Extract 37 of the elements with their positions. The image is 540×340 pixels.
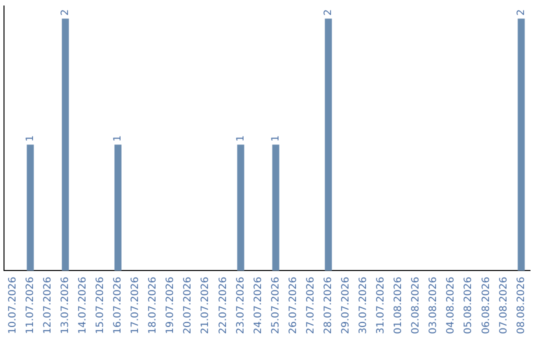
- data-label: 2: [60, 9, 71, 16]
- x-tick-label: 27.07.2026: [305, 276, 316, 334]
- x-tick-label: 23.07.2026: [235, 276, 246, 334]
- x-tick-label: 22.07.2026: [218, 276, 229, 334]
- data-label: 2: [516, 9, 527, 16]
- x-tick-label: 04.08.2026: [446, 276, 457, 334]
- x-tick-label: 06.08.2026: [480, 276, 492, 334]
- x-tick-label: 25.07.2026: [270, 276, 282, 334]
- data-label: 1: [24, 135, 36, 142]
- x-tick-label: 30.07.2026: [358, 276, 370, 334]
- x-tick-label: 02.08.2026: [410, 276, 422, 334]
- x-tick-label: 01.08.2026: [393, 276, 404, 334]
- data-label: 1: [112, 135, 124, 142]
- x-tick-label: 28.07.2026: [322, 276, 334, 334]
- x-tick-label: 18.07.2026: [148, 276, 159, 334]
- x-tick-label: 24.07.2026: [252, 276, 264, 334]
- x-tick-label: 21.07.2026: [200, 276, 212, 334]
- x-tick-label: 12.07.2026: [42, 276, 54, 334]
- x-tick-label: 08.08.2026: [516, 276, 527, 334]
- data-label: 2: [322, 9, 334, 16]
- x-tick-label: 07.08.2026: [498, 276, 510, 334]
- x-tick-label: 03.08.2026: [428, 276, 440, 334]
- x-tick-label: 11.07.2026: [24, 276, 36, 334]
- x-tick-label: 10.07.2026: [7, 276, 18, 334]
- x-tick-label: 31.07.2026: [376, 276, 387, 334]
- x-tick-label: 05.08.2026: [463, 276, 474, 334]
- data-label: 1: [270, 135, 282, 142]
- x-tick-label: 15.07.2026: [95, 276, 106, 334]
- x-tick-label: 16.07.2026: [112, 276, 124, 334]
- x-tick-label: 26.07.2026: [288, 276, 299, 334]
- x-tick-label: 29.07.2026: [340, 276, 352, 334]
- x-tick-label: 17.07.2026: [130, 276, 142, 334]
- x-tick-label: 19.07.2026: [165, 276, 176, 334]
- x-tick-label: 14.07.2026: [77, 276, 88, 334]
- data-label: 1: [235, 135, 246, 142]
- x-tick-label: 20.07.2026: [182, 276, 194, 334]
- x-tick-label: 13.07.2026: [60, 276, 71, 334]
